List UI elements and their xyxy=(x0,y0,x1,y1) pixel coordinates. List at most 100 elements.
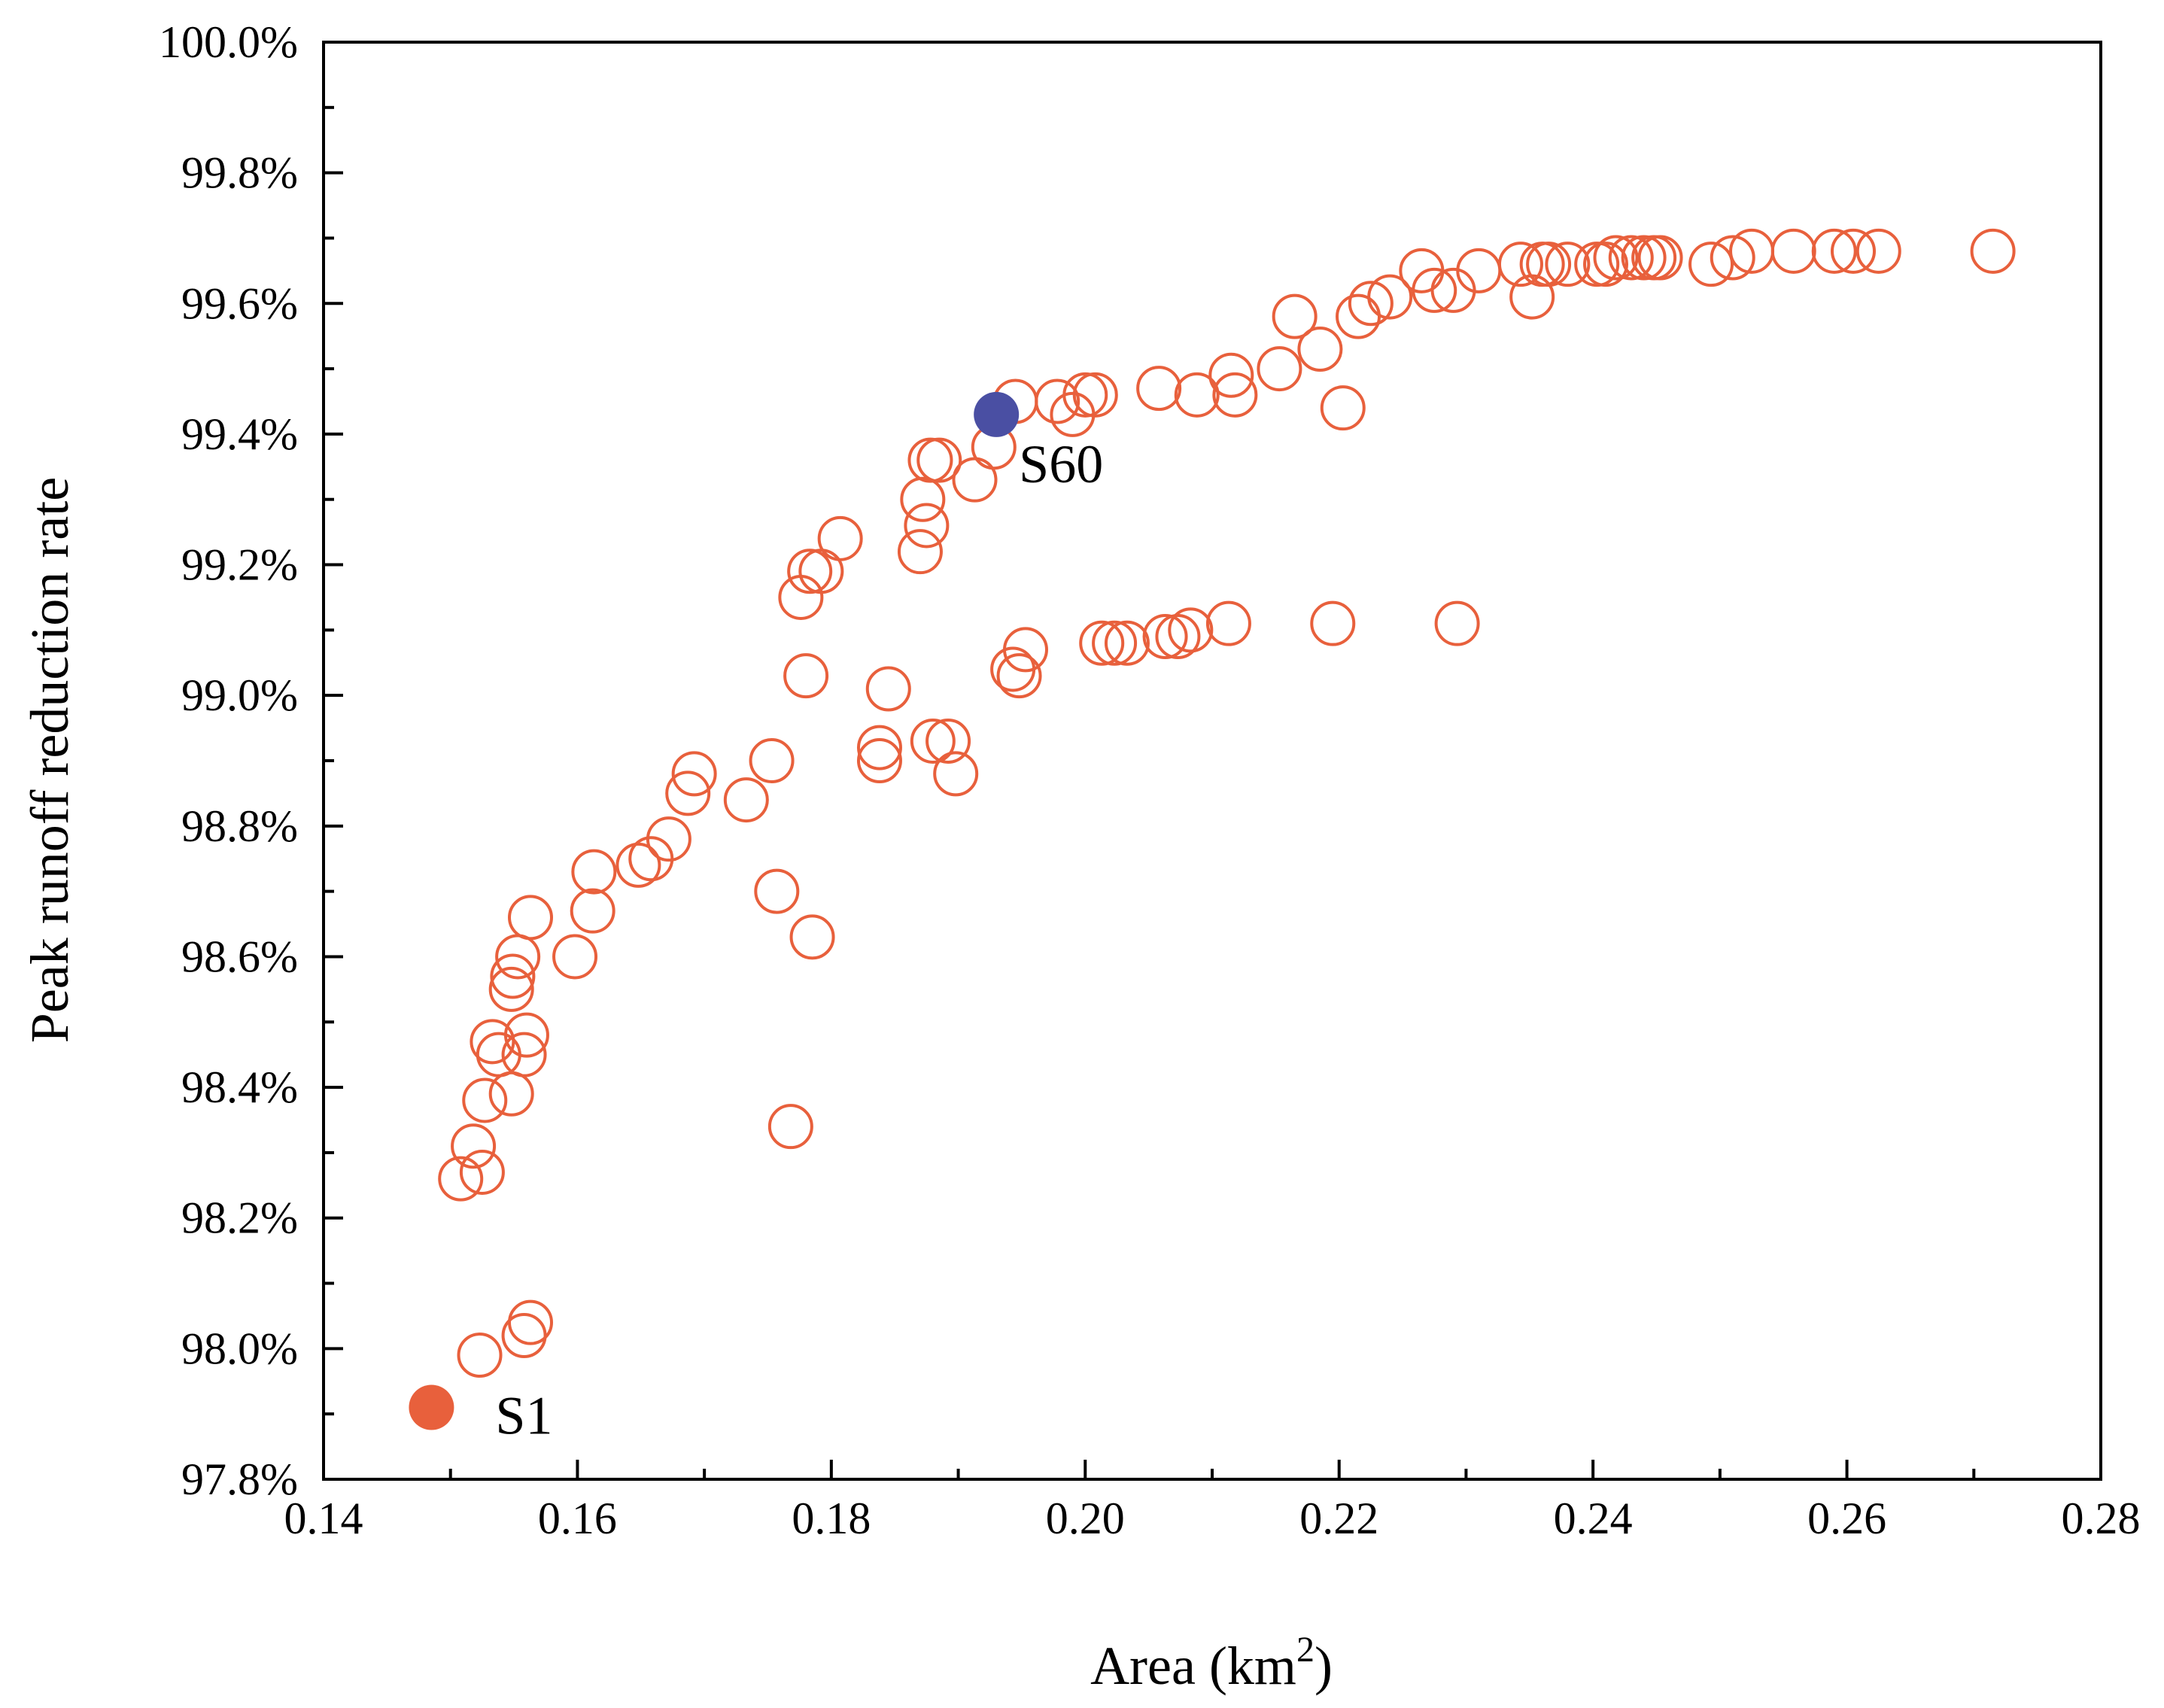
data-point xyxy=(897,529,943,575)
y-tick-label: 98.0% xyxy=(181,1324,298,1373)
y-tick-label: 99.2% xyxy=(181,540,298,590)
data-point xyxy=(767,1104,813,1150)
data-point xyxy=(1593,235,1639,281)
y-tick-label: 98.2% xyxy=(181,1193,298,1243)
data-point xyxy=(501,1032,547,1077)
data-point xyxy=(1770,228,1816,274)
data-point xyxy=(1320,385,1366,431)
data-point xyxy=(490,953,536,999)
data-point xyxy=(1104,620,1150,666)
highlight-point-s1 xyxy=(409,1384,454,1430)
data-point xyxy=(952,457,998,503)
data-point xyxy=(1710,235,1755,281)
data-point xyxy=(925,718,971,764)
x-tick-label: 0.20 xyxy=(1046,1494,1125,1543)
x-tick-label: 0.14 xyxy=(284,1494,363,1543)
data-point xyxy=(907,437,953,483)
data-point xyxy=(1434,600,1480,646)
y-tick-label: 99.4% xyxy=(181,409,298,459)
data-point xyxy=(1257,346,1302,392)
data-point xyxy=(488,966,534,1012)
y-tick-label: 99.8% xyxy=(181,148,298,198)
data-point xyxy=(1002,627,1048,673)
data-point xyxy=(1348,281,1394,327)
data-point xyxy=(1062,372,1108,418)
data-point xyxy=(996,653,1042,699)
y-axis-title: Peak runoff reduction rate xyxy=(20,477,80,1043)
data-point xyxy=(1367,274,1413,320)
points-layer xyxy=(409,228,2016,1430)
data-point xyxy=(1621,235,1667,281)
y-tick-label: 97.8% xyxy=(181,1454,298,1504)
data-point xyxy=(1297,327,1343,372)
x-tick-label: 0.24 xyxy=(1554,1494,1633,1543)
data-point xyxy=(1142,614,1188,660)
data-point xyxy=(1497,242,1543,287)
data-point xyxy=(1608,235,1654,281)
highlight-point-s60 xyxy=(974,391,1020,437)
data-point xyxy=(1205,600,1251,646)
data-point xyxy=(1092,620,1138,666)
x-axis-title-sup: 2 xyxy=(1296,1630,1315,1670)
data-point xyxy=(1811,228,1857,274)
data-point xyxy=(671,751,717,797)
data-point xyxy=(856,725,902,770)
data-point xyxy=(457,1333,503,1378)
data-point xyxy=(571,849,617,895)
labels-layer: 0.14 0.16 0.18 0.20 0.22 0.24 0.26 0.28 97.8% 98.… xyxy=(159,17,2140,1543)
y-tick-label: 100.0% xyxy=(159,17,298,67)
data-point xyxy=(1637,235,1683,281)
y-tick-label: 99.6% xyxy=(181,278,298,328)
data-point xyxy=(900,476,946,522)
data-point xyxy=(1412,267,1457,313)
data-point xyxy=(1136,366,1182,412)
data-point xyxy=(723,777,769,823)
data-point xyxy=(1035,378,1080,424)
data-point xyxy=(1212,372,1258,418)
data-point xyxy=(1574,242,1620,287)
data-point xyxy=(749,738,795,783)
data-point xyxy=(459,1149,505,1195)
data-point xyxy=(508,1299,554,1345)
x-tick-label: 0.16 xyxy=(538,1494,617,1543)
x-axis-title: Area (km2) xyxy=(1090,1630,1333,1696)
data-point xyxy=(1583,242,1629,287)
annotation-s60: S60 xyxy=(1019,434,1103,494)
x-tick-label: 0.26 xyxy=(1807,1494,1886,1543)
data-point xyxy=(787,549,833,594)
data-point xyxy=(783,653,829,699)
data-point xyxy=(865,666,911,712)
data-point xyxy=(933,751,979,797)
annotation-s1: S1 xyxy=(495,1386,552,1446)
data-point xyxy=(754,868,800,914)
data-point xyxy=(1155,614,1201,660)
data-point xyxy=(1079,620,1125,666)
ticks-layer xyxy=(322,41,2102,1481)
data-point xyxy=(856,738,902,783)
data-point xyxy=(470,1019,515,1065)
data-point xyxy=(462,1077,508,1123)
y-tick-label: 98.4% xyxy=(181,1062,298,1112)
data-point xyxy=(1688,242,1734,287)
x-tick-label: 0.22 xyxy=(1299,1494,1378,1543)
data-point xyxy=(1526,242,1572,287)
data-point xyxy=(904,503,950,549)
data-point xyxy=(503,1012,549,1058)
data-point xyxy=(789,914,835,960)
data-point xyxy=(1072,372,1118,418)
y-tick-label: 98.8% xyxy=(181,801,298,851)
data-point xyxy=(1272,293,1318,339)
data-point xyxy=(1310,600,1356,646)
data-point xyxy=(451,1123,497,1169)
data-point xyxy=(798,549,844,594)
data-point xyxy=(817,515,863,561)
data-point xyxy=(916,437,962,483)
data-point xyxy=(1970,228,2016,274)
y-tick-label: 99.0% xyxy=(181,670,298,720)
data-point xyxy=(438,1156,484,1202)
data-point xyxy=(778,574,824,620)
data-point xyxy=(1208,352,1254,398)
data-point xyxy=(646,816,691,862)
data-point xyxy=(1831,228,1877,274)
